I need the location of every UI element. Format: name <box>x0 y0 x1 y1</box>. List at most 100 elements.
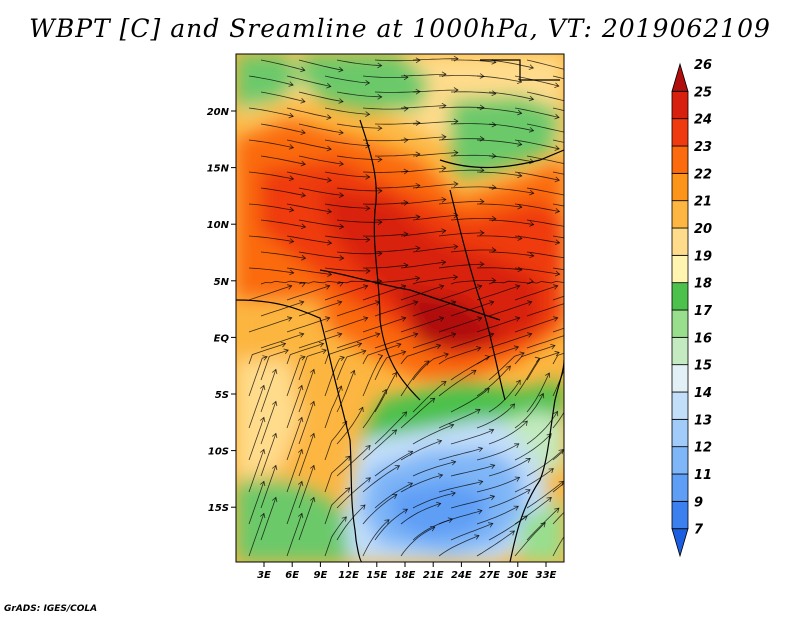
streamline <box>248 343 286 365</box>
streamline <box>438 447 483 461</box>
streamline <box>450 464 495 477</box>
streamline-arrow <box>566 99 570 104</box>
streamline <box>286 343 324 365</box>
streamline <box>438 263 484 269</box>
streamline-arrow <box>288 81 294 87</box>
streamline-arrow <box>451 332 457 338</box>
streamline <box>260 123 306 134</box>
streamline <box>362 202 408 205</box>
streamline-arrow <box>262 355 268 361</box>
lat-tick-label: EQ <box>214 333 230 344</box>
streamline <box>400 526 435 557</box>
streamline-arrow <box>271 464 278 471</box>
streamline <box>374 508 408 541</box>
streamline-arrow <box>554 239 561 245</box>
streamline <box>476 403 515 429</box>
streamline-arrow <box>271 432 278 439</box>
streamline <box>552 411 564 429</box>
streamline-arrow <box>259 416 266 423</box>
streamline <box>298 497 315 541</box>
streamline <box>476 505 519 525</box>
streamline-arrow <box>339 255 345 261</box>
colorbar-label: 16 <box>694 331 712 346</box>
streamline <box>450 123 496 126</box>
streamline-arrow <box>593 83 597 88</box>
streamline <box>552 235 564 239</box>
streamline-arrow <box>287 284 293 290</box>
streamline-arrow <box>491 90 497 97</box>
streamline-arrow <box>514 476 521 482</box>
streamline-arrow <box>513 345 520 351</box>
streamline <box>565 281 609 284</box>
streamline <box>374 122 421 125</box>
streamline <box>336 407 364 445</box>
lat-tick-label: 5S <box>215 390 229 401</box>
streamline <box>565 188 610 194</box>
wbpt-field <box>236 54 610 562</box>
streamline-arrow <box>474 534 480 540</box>
streamline <box>488 352 525 381</box>
streamline <box>298 369 315 413</box>
colorbar-segment <box>671 172 689 202</box>
streamline <box>412 518 453 541</box>
lon-tick-label: 30E <box>507 570 528 581</box>
streamline <box>286 75 331 87</box>
streamline <box>400 344 441 365</box>
streamline-arrow <box>491 184 497 191</box>
streamline-arrow <box>288 206 295 213</box>
streamline-arrow <box>593 445 598 450</box>
lon-tick-label: 33E <box>536 570 557 581</box>
streamline <box>363 264 408 269</box>
streamline <box>565 124 609 132</box>
streamline-arrow <box>441 380 447 386</box>
lon-tick-label: 3E <box>257 570 271 581</box>
streamline-arrow <box>297 480 304 487</box>
streamline <box>248 235 294 242</box>
streamline-arrow <box>424 360 430 366</box>
streamline <box>374 277 420 285</box>
streamline <box>400 261 446 269</box>
streamline <box>324 107 370 115</box>
streamline <box>552 352 564 365</box>
streamline-arrow <box>377 354 384 360</box>
lon-tick-label: 9E <box>314 570 328 581</box>
streamline <box>565 351 594 380</box>
streamline <box>438 535 480 557</box>
streamline-arrow <box>554 208 561 214</box>
streamline-arrow <box>441 259 447 266</box>
streamline-arrow <box>436 501 442 508</box>
streamline <box>324 356 345 397</box>
streamline <box>260 187 306 197</box>
streamline <box>400 474 443 493</box>
streamline-arrow <box>478 479 484 486</box>
streamline <box>552 107 564 112</box>
streamline-arrow <box>453 212 459 219</box>
streamline-arrow <box>299 300 305 306</box>
lat-tick-label: 5N <box>214 277 230 288</box>
streamline <box>336 301 380 317</box>
streamline-arrow <box>525 457 531 463</box>
streamline <box>362 233 408 237</box>
streamline-arrow <box>448 423 455 429</box>
streamline <box>248 75 294 86</box>
streamline-arrow <box>554 113 560 120</box>
streamline-arrow <box>400 350 407 356</box>
streamline <box>438 201 484 205</box>
streamline-arrow <box>384 519 390 525</box>
streamline-arrow <box>517 203 523 210</box>
streamline-arrow <box>259 480 266 487</box>
streamline-arrow <box>517 109 523 116</box>
streamline-arrow <box>587 343 592 348</box>
streamline-arrow <box>571 389 576 394</box>
streamline-arrow <box>447 517 454 523</box>
streamline <box>286 107 331 119</box>
lat-tick-label: 20N <box>207 107 230 118</box>
streamline <box>362 107 409 110</box>
streamline <box>260 251 306 259</box>
streamline-arrow <box>580 428 584 433</box>
streamline <box>286 356 306 397</box>
streamline-arrow <box>605 279 609 284</box>
streamline-arrow <box>579 371 584 376</box>
colorbar-segment <box>671 200 689 229</box>
colorbar-label: 25 <box>694 85 712 100</box>
